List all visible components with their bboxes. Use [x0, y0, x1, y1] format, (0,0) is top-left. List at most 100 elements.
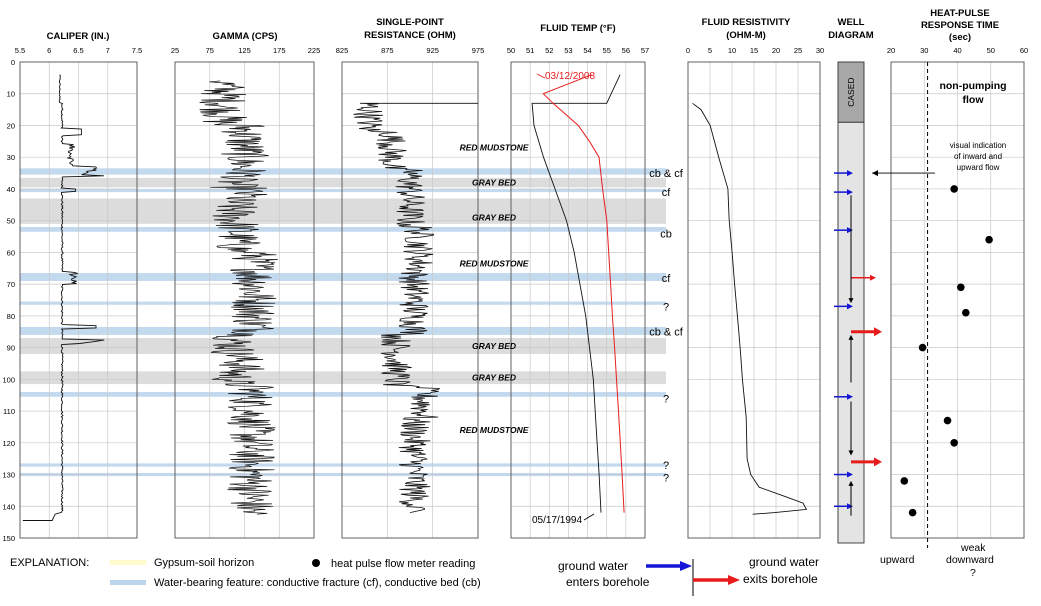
panel-frame — [174, 61, 315, 539]
x-tick-label: 10 — [728, 46, 736, 55]
heat-pulse-point — [950, 185, 958, 193]
black-date-label: 05/17/1994 — [532, 515, 582, 526]
legend-heat-dot — [312, 559, 320, 567]
gray-bed-band — [20, 371, 666, 385]
depth-tick-label: 40 — [7, 185, 15, 194]
x-tick-label: 225 — [308, 46, 321, 55]
temp-curve-1994 — [531, 74, 621, 513]
heat-pulse-point — [900, 477, 909, 485]
inflow-arrow-head — [847, 303, 853, 310]
x-tick-label: 55 — [603, 46, 611, 55]
legend-water-swatch — [110, 580, 146, 585]
feature-label: ? — [663, 301, 669, 313]
heat-panel-text: non-pumping flow visual indication of in… — [939, 80, 1006, 172]
upflow-arrow-head — [848, 334, 854, 340]
x-tick-label: 15 — [750, 46, 758, 55]
gray-bed-band — [20, 338, 666, 354]
legend-gypsum-swatch — [110, 560, 146, 565]
legend-exits-line1: ground water — [749, 555, 819, 569]
depth-tick-label: 150 — [2, 534, 15, 543]
depth-tick-label: 90 — [7, 344, 15, 353]
caliper-curve — [22, 74, 105, 521]
depth-tick-label: 50 — [7, 217, 15, 226]
x-tick-label: 25 — [171, 46, 179, 55]
legend-explanation: EXPLANATION: — [10, 557, 89, 569]
visual-indication-line3: upward flow — [957, 163, 1000, 172]
x-tick-label: 60 — [1020, 46, 1028, 55]
lithology-label: GRAY BED — [472, 373, 516, 383]
visual-indication-line1: visual indication — [950, 141, 1006, 150]
x-tick-label: 6 — [47, 46, 51, 55]
x-tick-label: 53 — [564, 46, 572, 55]
depth-tick-label: 100 — [2, 375, 15, 384]
downflow-arrow-head — [848, 450, 854, 456]
feature-label: cf — [662, 187, 672, 199]
heat-title-line3: (sec) — [949, 32, 971, 43]
depth-tick-label: 110 — [3, 407, 15, 416]
x-tick-label: 975 — [472, 46, 485, 55]
lithology-label: GRAY BED — [472, 178, 516, 188]
x-tick-label: 30 — [920, 46, 928, 55]
inflow-arrow-head — [847, 227, 853, 234]
x-tick-label: 5 — [708, 46, 712, 55]
heat-pulse-point — [950, 439, 958, 447]
gamma-title: GAMMA (CPS) — [212, 31, 277, 42]
x-tick-label: 125 — [238, 46, 251, 55]
legend-red-arrowhead — [728, 575, 740, 585]
depth-tick-label: 140 — [2, 502, 15, 511]
legend-weak: weak — [960, 542, 986, 554]
legend-enters-line1: ground water — [558, 559, 628, 573]
lithology-label: RED MUDSTONE — [460, 425, 529, 435]
water-bearing-band — [20, 301, 666, 305]
inflow-arrow-head — [847, 503, 853, 510]
x-tick-label: 50 — [987, 46, 995, 55]
x-tick-label: 5.5 — [15, 46, 25, 55]
gamma-curve — [199, 80, 278, 515]
x-tick-label: 57 — [641, 46, 649, 55]
upflow-arrow-head — [848, 480, 854, 486]
depth-tick-label: 0 — [11, 58, 15, 67]
panel-frame — [890, 61, 1025, 539]
x-tick-label: 7.5 — [132, 46, 142, 55]
feature-label: cb & cf — [649, 168, 684, 180]
spr-title-line1: SINGLE-POINT — [376, 17, 444, 28]
x-tick-label: 40 — [953, 46, 961, 55]
lithology-label: RED MUDSTONE — [460, 259, 529, 269]
temp-curve-2008 — [542, 74, 625, 513]
red-date-label: 03/12/2008 — [545, 71, 595, 82]
legend-exits-line2: exits borehole — [743, 572, 818, 586]
x-tick-label: 56 — [622, 46, 630, 55]
legend-upward: upward — [880, 554, 915, 566]
x-tick-label: 175 — [273, 46, 286, 55]
resist-title-line1: FLUID RESISTIVITY — [702, 17, 791, 28]
resistivity-curve — [692, 102, 808, 515]
legend-gypsum-label: Gypsum-soil horizon — [154, 557, 254, 569]
x-tick-label: 825 — [336, 46, 349, 55]
caliper-title: CALIPER (IN.) — [47, 31, 110, 42]
x-tick-label: 54 — [583, 46, 591, 55]
depth-tick-label: 20 — [7, 121, 15, 130]
lithology-label: RED MUDSTONE — [460, 143, 529, 153]
panel-frame — [19, 61, 138, 539]
panel-grids: 5.5 6 6.5 7 7.5 25 75 125 175 225 825 875 925 975 50 51… — [2, 46, 1028, 543]
depth-tick-label: 120 — [2, 439, 15, 448]
well-title-line1: WELL — [838, 17, 865, 28]
x-tick-label: 75 — [206, 46, 214, 55]
outflow-arrow-small-head — [870, 274, 876, 281]
depth-tick-label: 10 — [7, 90, 15, 99]
spr-curve — [353, 102, 478, 513]
x-tick-label: 20 — [772, 46, 780, 55]
spr-title-line2: RESISTANCE (OHM) — [364, 30, 456, 41]
water-bearing-band — [20, 392, 666, 397]
heat-pulse-point — [918, 343, 927, 352]
feature-label: cb — [660, 228, 672, 240]
feature-label: cb & cf — [649, 327, 684, 339]
depth-tick-label: 80 — [7, 312, 15, 321]
x-tick-label: 51 — [526, 46, 534, 55]
flow-title-line2: flow — [963, 94, 985, 106]
resist-title-line2: (OHM-M) — [726, 30, 766, 41]
x-tick-label: 30 — [816, 46, 824, 55]
heat-title-line1: HEAT-PULSE — [930, 8, 989, 19]
x-tick-label: 50 — [507, 46, 515, 55]
